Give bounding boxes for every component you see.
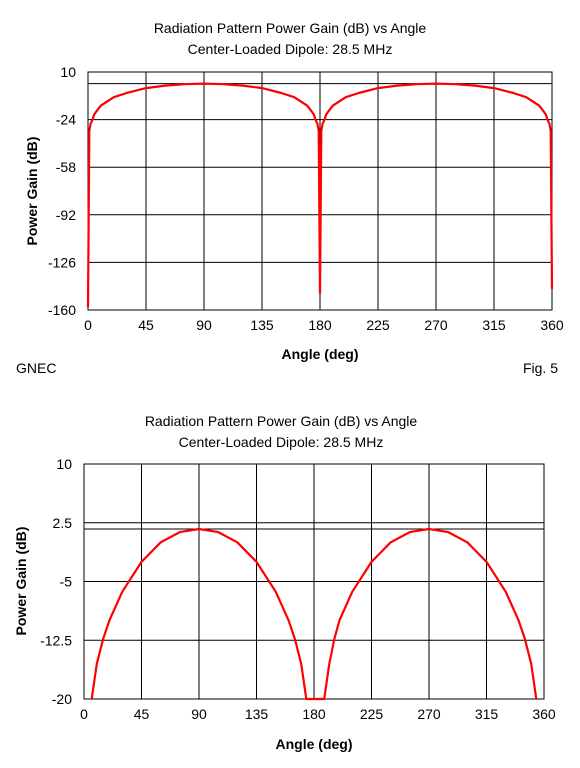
chart-top: Radiation Pattern Power Gain (dB) vs Ang… [16,20,564,376]
y-tick-label: -5 [60,574,73,590]
series-group [90,527,538,701]
grid-lines [83,463,545,700]
x-tick-label: 180 [308,317,332,333]
series-line [90,527,538,701]
series-group [86,82,554,308]
y-tick-label: -160 [48,302,76,318]
x-tick-label: 225 [360,706,384,722]
y-tick-label: 10 [56,456,72,472]
x-tick-label: 90 [191,706,207,722]
y-tick-label: -92 [56,207,76,223]
chart-subtitle: Center-Loaded Dipole: 28.5 MHz [179,434,384,450]
x-tick-labels: 0 45 90 135 180 225 270 315 360 [84,317,564,333]
x-axis-label: Angle (deg) [276,736,353,752]
x-tick-label: 315 [475,706,499,722]
y-tick-label: -20 [52,691,72,707]
y-tick-label: -126 [48,254,76,270]
x-tick-label: 135 [250,317,274,333]
y-axis-label: Power Gain (dB) [13,527,29,636]
chart-subtitle: Center-Loaded Dipole: 28.5 MHz [188,41,393,57]
series-line [86,82,554,308]
y-tick-label: -24 [56,112,76,128]
x-tick-label: 270 [424,317,448,333]
x-tick-label: 0 [84,317,92,333]
chart-bottom: Radiation Pattern Power Gain (dB) vs Ang… [13,413,556,752]
y-tick-label: 2.5 [53,515,73,531]
x-tick-label: 360 [540,317,564,333]
footer-left-label: GNEC [16,360,56,376]
x-tick-label: 45 [138,317,154,333]
y-tick-label: -12.5 [40,632,72,648]
chart-title: Radiation Pattern Power Gain (dB) vs Ang… [145,413,418,429]
y-tick-labels: 10 2.5 -5 -12.5 -20 [40,456,72,707]
x-tick-label: 45 [134,706,150,722]
x-tick-label: 90 [196,317,212,333]
y-tick-label: 10 [60,64,76,80]
x-tick-label: 360 [532,706,556,722]
x-tick-label: 225 [366,317,390,333]
chart-title: Radiation Pattern Power Gain (dB) vs Ang… [154,20,427,36]
x-tick-label: 180 [302,706,326,722]
x-tick-label: 270 [417,706,441,722]
y-tick-labels: 10 -24 -58 -92 -126 -160 [48,64,76,318]
y-tick-label: -58 [56,159,76,175]
x-tick-label: 315 [482,317,506,333]
x-axis-label: Angle (deg) [282,346,359,362]
x-tick-label: 0 [80,706,88,722]
x-tick-labels: 0 45 90 135 180 225 270 315 360 [80,706,556,722]
footer-right-label: Fig. 5 [523,360,558,376]
y-axis-label: Power Gain (dB) [24,137,40,246]
x-tick-label: 135 [245,706,269,722]
